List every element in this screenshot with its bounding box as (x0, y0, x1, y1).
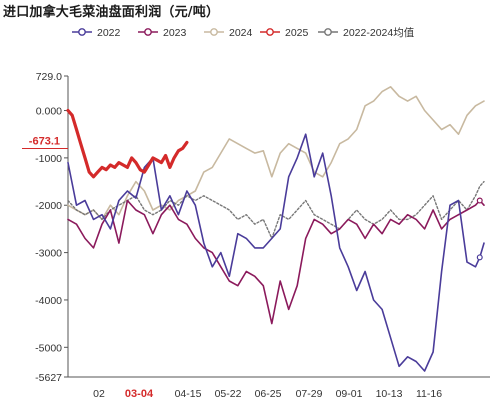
legend-swatch-marker (210, 28, 218, 36)
legend-label: 2024 (229, 27, 253, 39)
series-line-2022 (67, 133, 485, 372)
y-tick-label: -5000 (35, 342, 62, 354)
series-line-2025 (66, 108, 189, 179)
legend-swatch-marker (78, 28, 86, 36)
x-tick-label: 10-13 (376, 388, 403, 400)
chart-legend: 2022 2023 2024 2025 2022-2024均值 (72, 26, 415, 39)
series-lines (66, 86, 485, 372)
y-tick-label: -5627 (35, 372, 62, 384)
x-tick-label: 07-29 (296, 388, 323, 400)
series-line-2024 (67, 86, 485, 221)
y-axis: 729.0 0.000 -1000 -2000 -3000 -4000 -5000 -5627 (35, 71, 69, 384)
y-tick-label: -3000 (35, 248, 62, 260)
y-tick-label: -1000 (35, 153, 62, 165)
legend-swatch-marker (144, 28, 152, 36)
x-tick-label: 02 (93, 388, 105, 400)
x-tick-label: 05-22 (215, 388, 242, 400)
current-value-callout: -673.1 (22, 136, 68, 150)
x-tick-label: 04-15 (175, 388, 202, 400)
y-tick-label: 729.0 (36, 71, 62, 83)
chart-title: 进口加拿大毛菜油盘面利润（元/吨） (3, 5, 220, 20)
legend-label: 2025 (285, 27, 309, 39)
series-end-marker (476, 197, 483, 204)
y-tick-label: 0.000 (36, 106, 62, 118)
series-line-2023 (67, 199, 485, 325)
x-tick-label: 11-16 (416, 388, 442, 400)
x-tick-label: 03-04 (125, 388, 154, 400)
y-tick-label: -4000 (35, 295, 62, 307)
legend-label: 2022 (97, 27, 121, 39)
x-tick-label: 09-01 (336, 388, 363, 400)
callout-value-label: -673.1 (29, 136, 60, 148)
legend-label: 2023 (163, 27, 187, 39)
legend-swatch-marker (266, 28, 274, 36)
series-line-avg (67, 180, 485, 240)
x-tick-label: 06-25 (255, 388, 282, 400)
series-end-marker (476, 254, 483, 261)
legend-swatch-marker (324, 28, 332, 36)
legend-label: 2022-2024均值 (343, 26, 415, 39)
y-tick-label: -2000 (35, 200, 62, 212)
x-axis: 02 03-04 04-15 05-22 06-25 07-29 09-01 10-13 11-… (68, 376, 490, 400)
